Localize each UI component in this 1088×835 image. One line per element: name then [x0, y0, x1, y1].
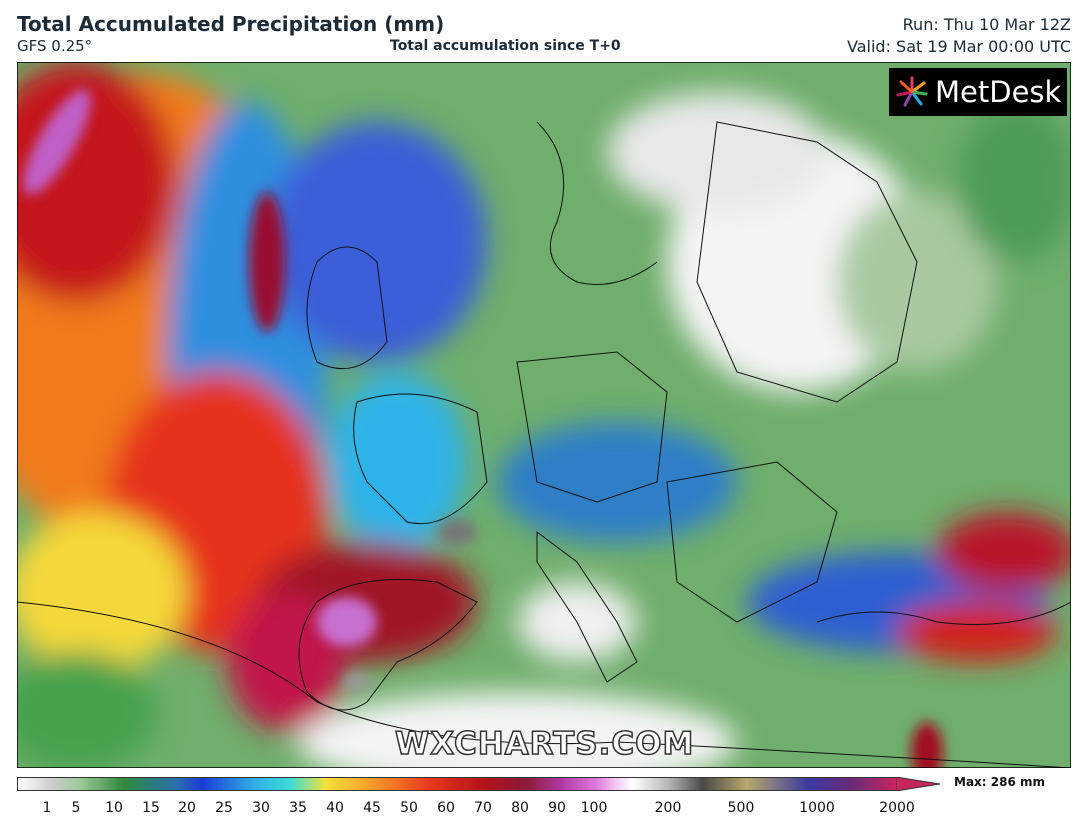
- colorbar-label: 20: [178, 800, 196, 816]
- colorbar-label: 30: [252, 800, 270, 816]
- colorbar-label: 60: [437, 800, 455, 816]
- colorbar-label: 1: [42, 800, 52, 816]
- colorbar-label: 50: [400, 800, 418, 816]
- colorbar-label: 90: [548, 800, 566, 816]
- colorbar-label: 25: [215, 800, 233, 816]
- colorbar: [17, 777, 897, 791]
- colorbar-label: 35: [289, 800, 307, 816]
- colorbar-arrow: [896, 777, 941, 791]
- logo: MetDesk: [889, 68, 1067, 116]
- colorbar-label: 5: [71, 800, 81, 816]
- colorbar-label: 45: [363, 800, 381, 816]
- colorbar-label: 10: [105, 800, 123, 816]
- colorbar-label: 200: [654, 800, 682, 816]
- colorbar-label: 15: [142, 800, 160, 816]
- colorbar-label: 2000: [879, 800, 915, 816]
- logo-text: MetDesk: [935, 75, 1062, 109]
- model: GFS 0.25°: [17, 37, 93, 55]
- subtitle: Total accumulation since T+0: [390, 38, 621, 54]
- colorbar-label: 100: [580, 800, 608, 816]
- precipitation-map: [17, 62, 1071, 768]
- run-time: Run: Thu 10 Mar 12Z: [902, 15, 1071, 34]
- borders: [17, 121, 1071, 768]
- colorbar-label: 70: [474, 800, 492, 816]
- valid-time: Valid: Sat 19 Mar 00:00 UTC: [847, 37, 1071, 56]
- colorbar-label: 1000: [799, 800, 835, 816]
- logo-icon: [896, 76, 928, 107]
- title: Total Accumulated Precipitation (mm): [17, 12, 445, 36]
- colorbar-label: 80: [511, 800, 529, 816]
- colorbar-max: Max: 286 mm: [954, 775, 1045, 789]
- colorbar-label: 500: [727, 800, 755, 816]
- colorbar-label: 40: [326, 800, 344, 816]
- watermark: WXCHARTS.COM: [394, 725, 695, 763]
